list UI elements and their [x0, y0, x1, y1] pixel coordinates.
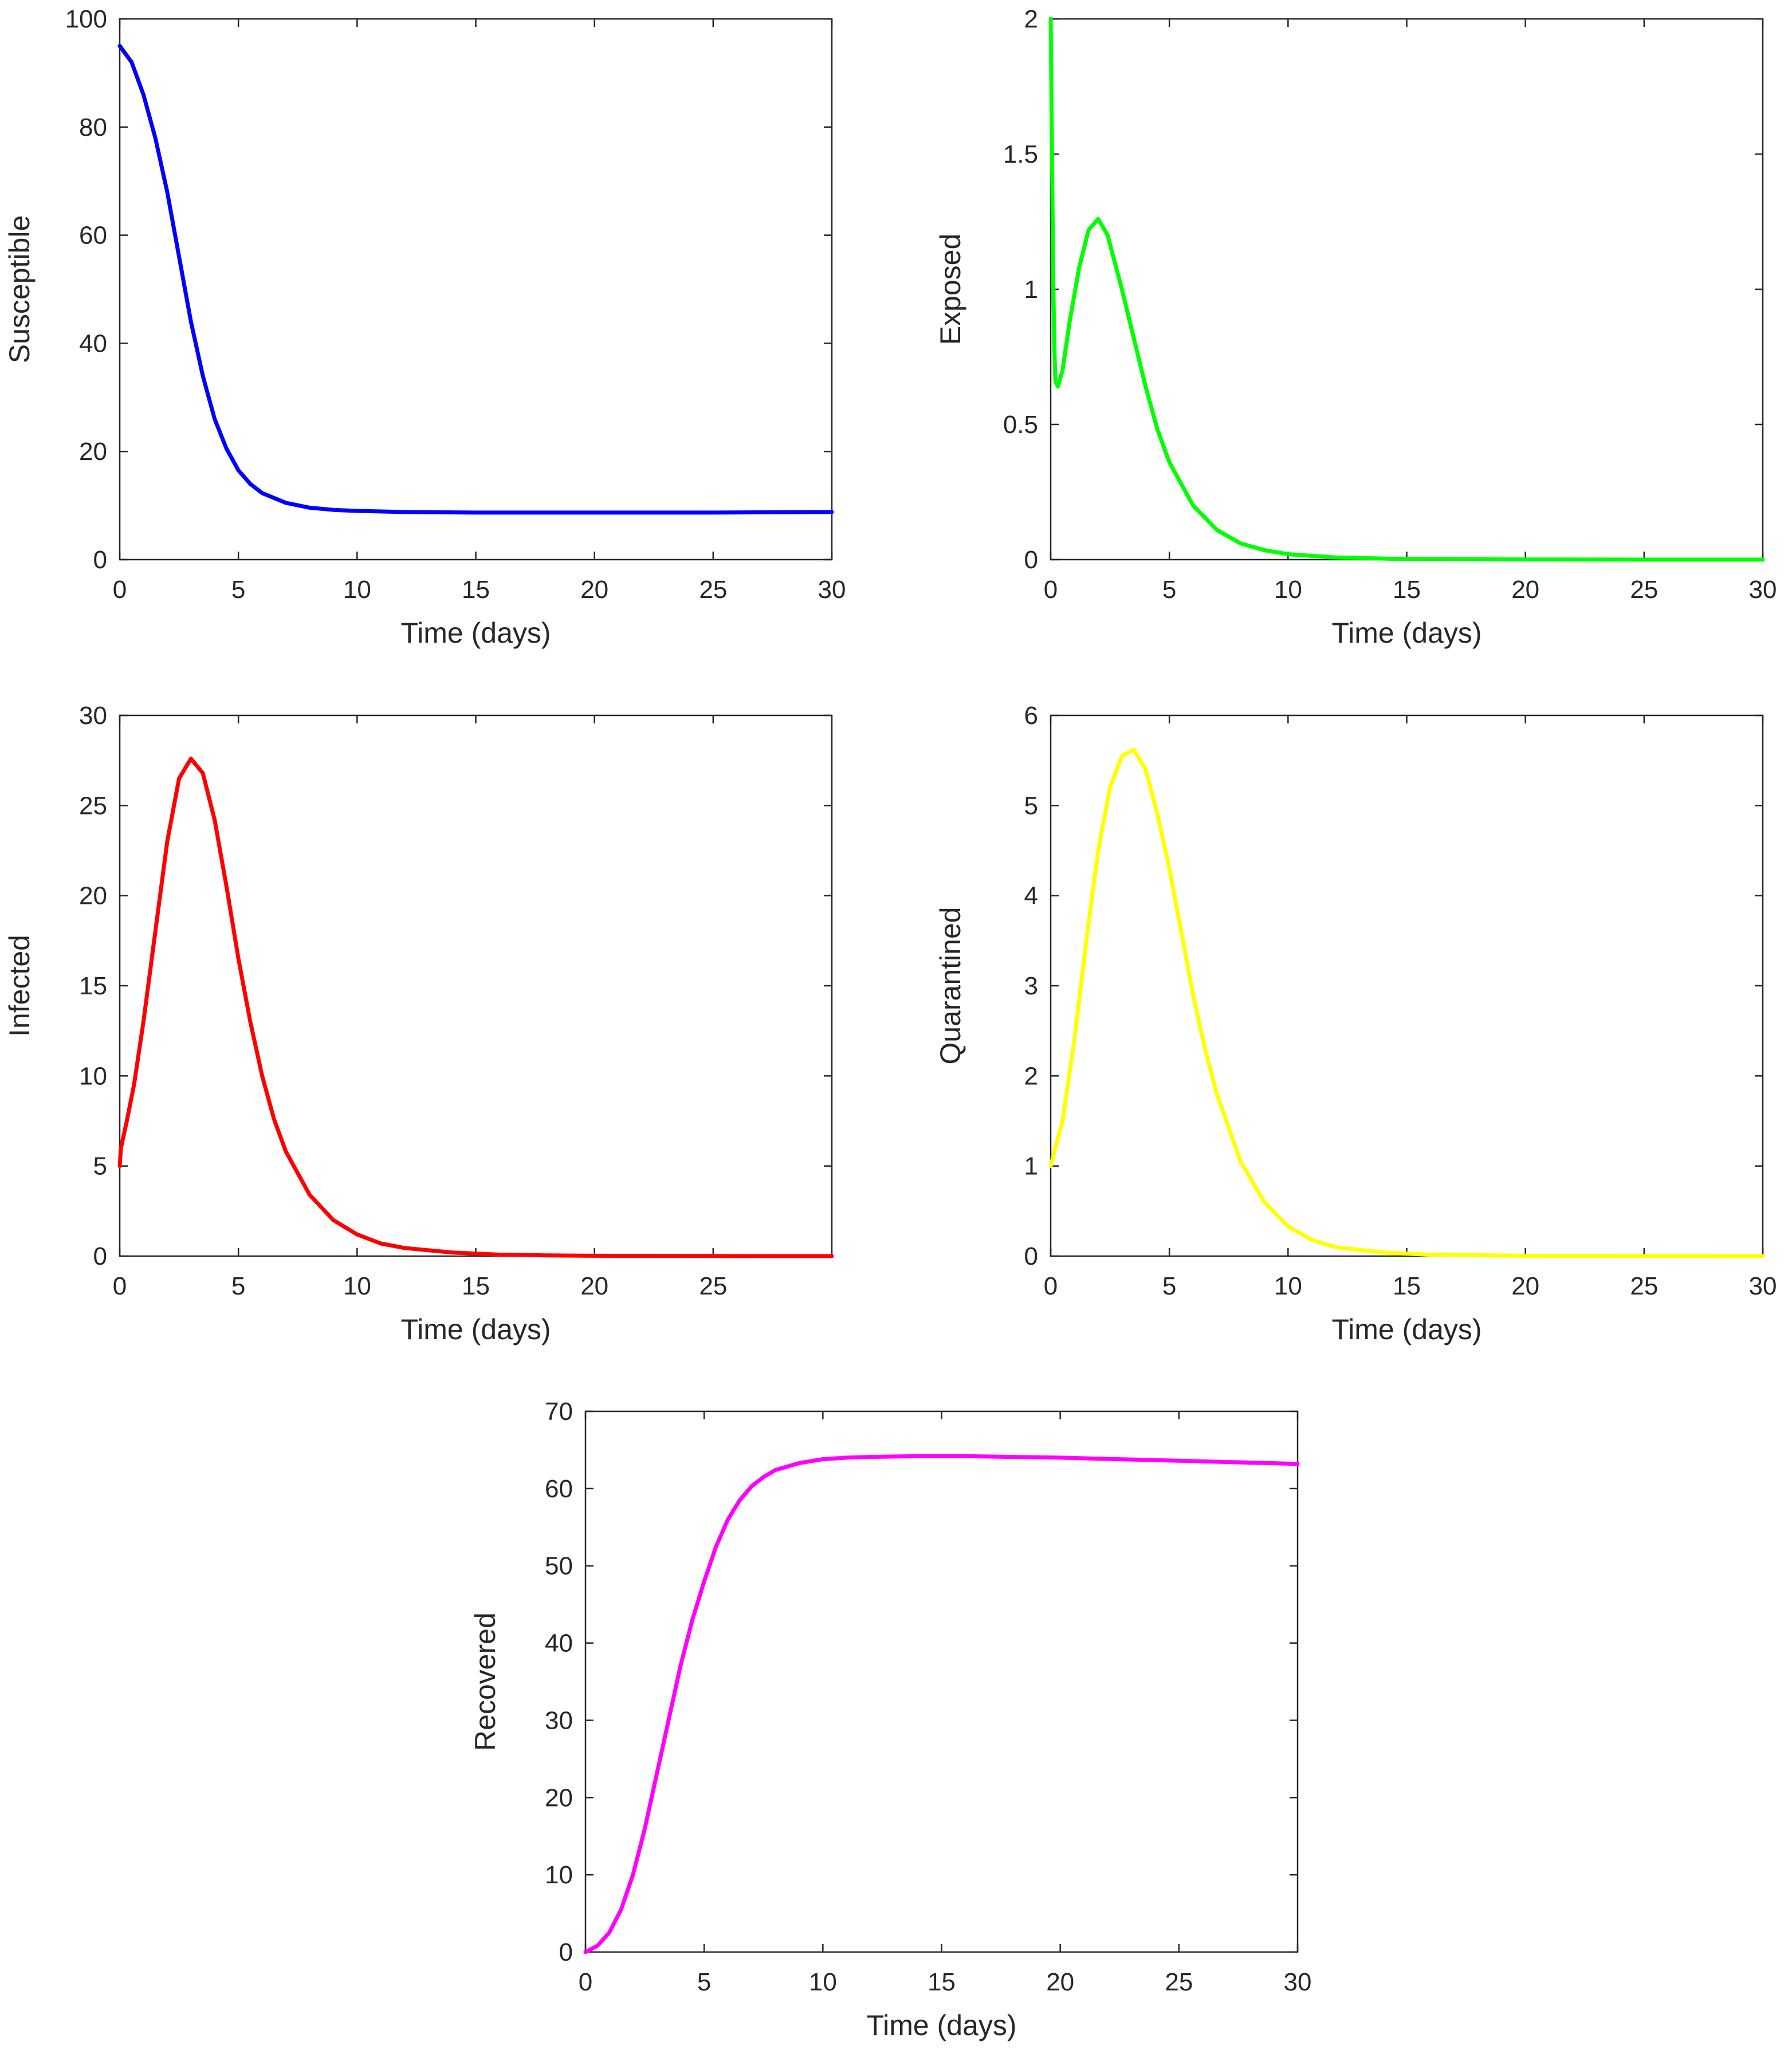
exposed-ytick-label: 1.5	[1003, 140, 1038, 168]
infected-ytick-label: 0	[93, 1242, 107, 1270]
susceptible-ytick-label: 80	[79, 113, 107, 141]
quarantined-xtick-label: 5	[1162, 1272, 1176, 1300]
recovered-xlabel: Time (days)	[866, 2009, 1016, 2041]
exposed-series-line	[1048, 17, 1765, 562]
susceptible-xtick-label: 5	[231, 576, 245, 604]
recovered-ytick-label: 70	[545, 1398, 573, 1426]
exposed-ylabel: Exposed	[934, 234, 966, 345]
exposed-xlabel: Time (days)	[1331, 617, 1481, 649]
quarantined-xlabel: Time (days)	[1331, 1313, 1481, 1345]
susceptible-xlabel: Time (days)	[400, 617, 551, 649]
quarantined-xtick-label: 30	[1749, 1272, 1777, 1300]
susceptible-xtick-label: 15	[462, 576, 490, 604]
infected-chart: 0 5 10 15 20 25 0 5 10 15 20 25 30 Time (days) Infecte…	[3, 702, 834, 1345]
exposed-axes-frame	[1050, 18, 1764, 561]
recovered-series-line	[583, 1454, 1300, 1954]
exposed-xtick-label: 0	[1044, 576, 1058, 604]
recovered-ytick-label: 10	[545, 1861, 573, 1889]
quarantined-chart: 0 5 10 15 20 25 30 0 1 2 3 4 5 6 Time (days) Quarantine…	[934, 702, 1777, 1345]
exposed-xtick-label: 5	[1162, 576, 1176, 604]
exposed-xtick-label: 30	[1749, 576, 1777, 604]
infected-ytick-label: 15	[79, 972, 107, 1000]
susceptible-ytick-label: 60	[79, 222, 107, 250]
infected-ytick-label: 20	[79, 882, 107, 910]
infected-ytick-label: 30	[79, 702, 107, 730]
recovered-chart: 0 5 10 15 20 25 30 0 10 20 30 40 50 60 70 Time (days) Re…	[469, 1398, 1311, 2041]
quarantined-xtick-label: 0	[1044, 1272, 1058, 1300]
exposed-xtick-label: 10	[1274, 576, 1302, 604]
infected-xtick-label: 0	[113, 1272, 127, 1300]
susceptible-series-line	[117, 44, 834, 515]
infected-ylabel: Infected	[3, 935, 36, 1037]
susceptible-xtick-label: 20	[580, 576, 608, 604]
recovered-xtick-label: 20	[1046, 1968, 1074, 1996]
susceptible-ylabel: Susceptible	[3, 215, 36, 364]
recovered-ytick-label: 30	[545, 1706, 573, 1734]
exposed-xtick-label: 25	[1630, 576, 1658, 604]
recovered-xtick-label: 5	[697, 1968, 711, 1996]
susceptible-xtick-label: 25	[699, 576, 727, 604]
recovered-xtick-label: 30	[1284, 1968, 1312, 1996]
exposed-chart: 0 5 10 15 20 25 30 0 0.5 1 1.5 2 Time (days) Exposed	[934, 5, 1777, 649]
exposed-ytick-label: 2	[1024, 5, 1038, 33]
recovered-xtick-label: 10	[809, 1968, 837, 1996]
infected-xtick-label: 5	[231, 1272, 245, 1300]
infected-xtick-label: 15	[462, 1272, 490, 1300]
exposed-ytick-label: 1	[1024, 276, 1038, 304]
recovered-ytick-label: 40	[545, 1630, 573, 1658]
susceptible-xtick-label: 30	[818, 576, 846, 604]
infected-xtick-label: 20	[580, 1272, 608, 1300]
infected-xlabel: Time (days)	[400, 1313, 551, 1345]
exposed-ytick-label: 0	[1024, 546, 1038, 574]
recovered-xtick-label: 0	[579, 1968, 592, 1996]
infected-series-line	[117, 757, 834, 1258]
recovered-ytick-label: 20	[545, 1784, 573, 1812]
quarantined-xtick-label: 15	[1393, 1272, 1421, 1300]
recovered-axes-frame	[584, 1410, 1299, 1953]
susceptible-axes-frame	[119, 18, 833, 561]
quarantined-ytick-label: 4	[1024, 882, 1038, 910]
infected-ytick-label: 10	[79, 1062, 107, 1090]
infected-xtick-label: 25	[699, 1272, 727, 1300]
quarantined-xtick-label: 25	[1630, 1272, 1658, 1300]
susceptible-chart: 0 5 10 15 20 25 30 0 20 40 60 80 100 Time (days) Susce…	[3, 5, 846, 649]
quarantined-series-line	[1048, 747, 1765, 1258]
quarantined-xtick-label: 10	[1274, 1272, 1302, 1300]
infected-xtick-label: 10	[343, 1272, 371, 1300]
infected-ytick-label: 5	[93, 1152, 107, 1181]
infected-axes-frame	[119, 714, 833, 1257]
exposed-ytick-label: 0.5	[1003, 411, 1038, 439]
recovered-xtick-label: 25	[1165, 1968, 1193, 1996]
recovered-ytick-label: 0	[559, 1938, 573, 1966]
recovered-xtick-label: 15	[928, 1968, 956, 1996]
recovered-ytick-label: 50	[545, 1552, 573, 1580]
exposed-xtick-label: 15	[1393, 576, 1421, 604]
susceptible-ytick-label: 40	[79, 329, 107, 357]
exposed-xtick-label: 20	[1511, 576, 1539, 604]
quarantined-ytick-label: 5	[1024, 792, 1038, 820]
quarantined-xtick-label: 20	[1511, 1272, 1539, 1300]
quarantined-ytick-label: 6	[1024, 702, 1038, 730]
recovered-ytick-label: 60	[545, 1475, 573, 1503]
susceptible-xtick-label: 0	[113, 576, 127, 604]
susceptible-ytick-label: 20	[79, 438, 107, 466]
quarantined-axes-frame	[1050, 714, 1764, 1257]
susceptible-xtick-label: 10	[343, 576, 371, 604]
recovered-ylabel: Recovered	[469, 1612, 501, 1751]
quarantined-ylabel: Quarantined	[934, 907, 966, 1064]
susceptible-ytick-label: 0	[93, 546, 107, 574]
quarantined-ytick-label: 3	[1024, 972, 1038, 1000]
quarantined-ytick-label: 0	[1024, 1242, 1038, 1270]
quarantined-ytick-label: 2	[1024, 1062, 1038, 1090]
quarantined-ytick-label: 1	[1024, 1152, 1038, 1181]
susceptible-ytick-label: 100	[65, 5, 107, 33]
infected-ytick-label: 25	[79, 792, 107, 820]
